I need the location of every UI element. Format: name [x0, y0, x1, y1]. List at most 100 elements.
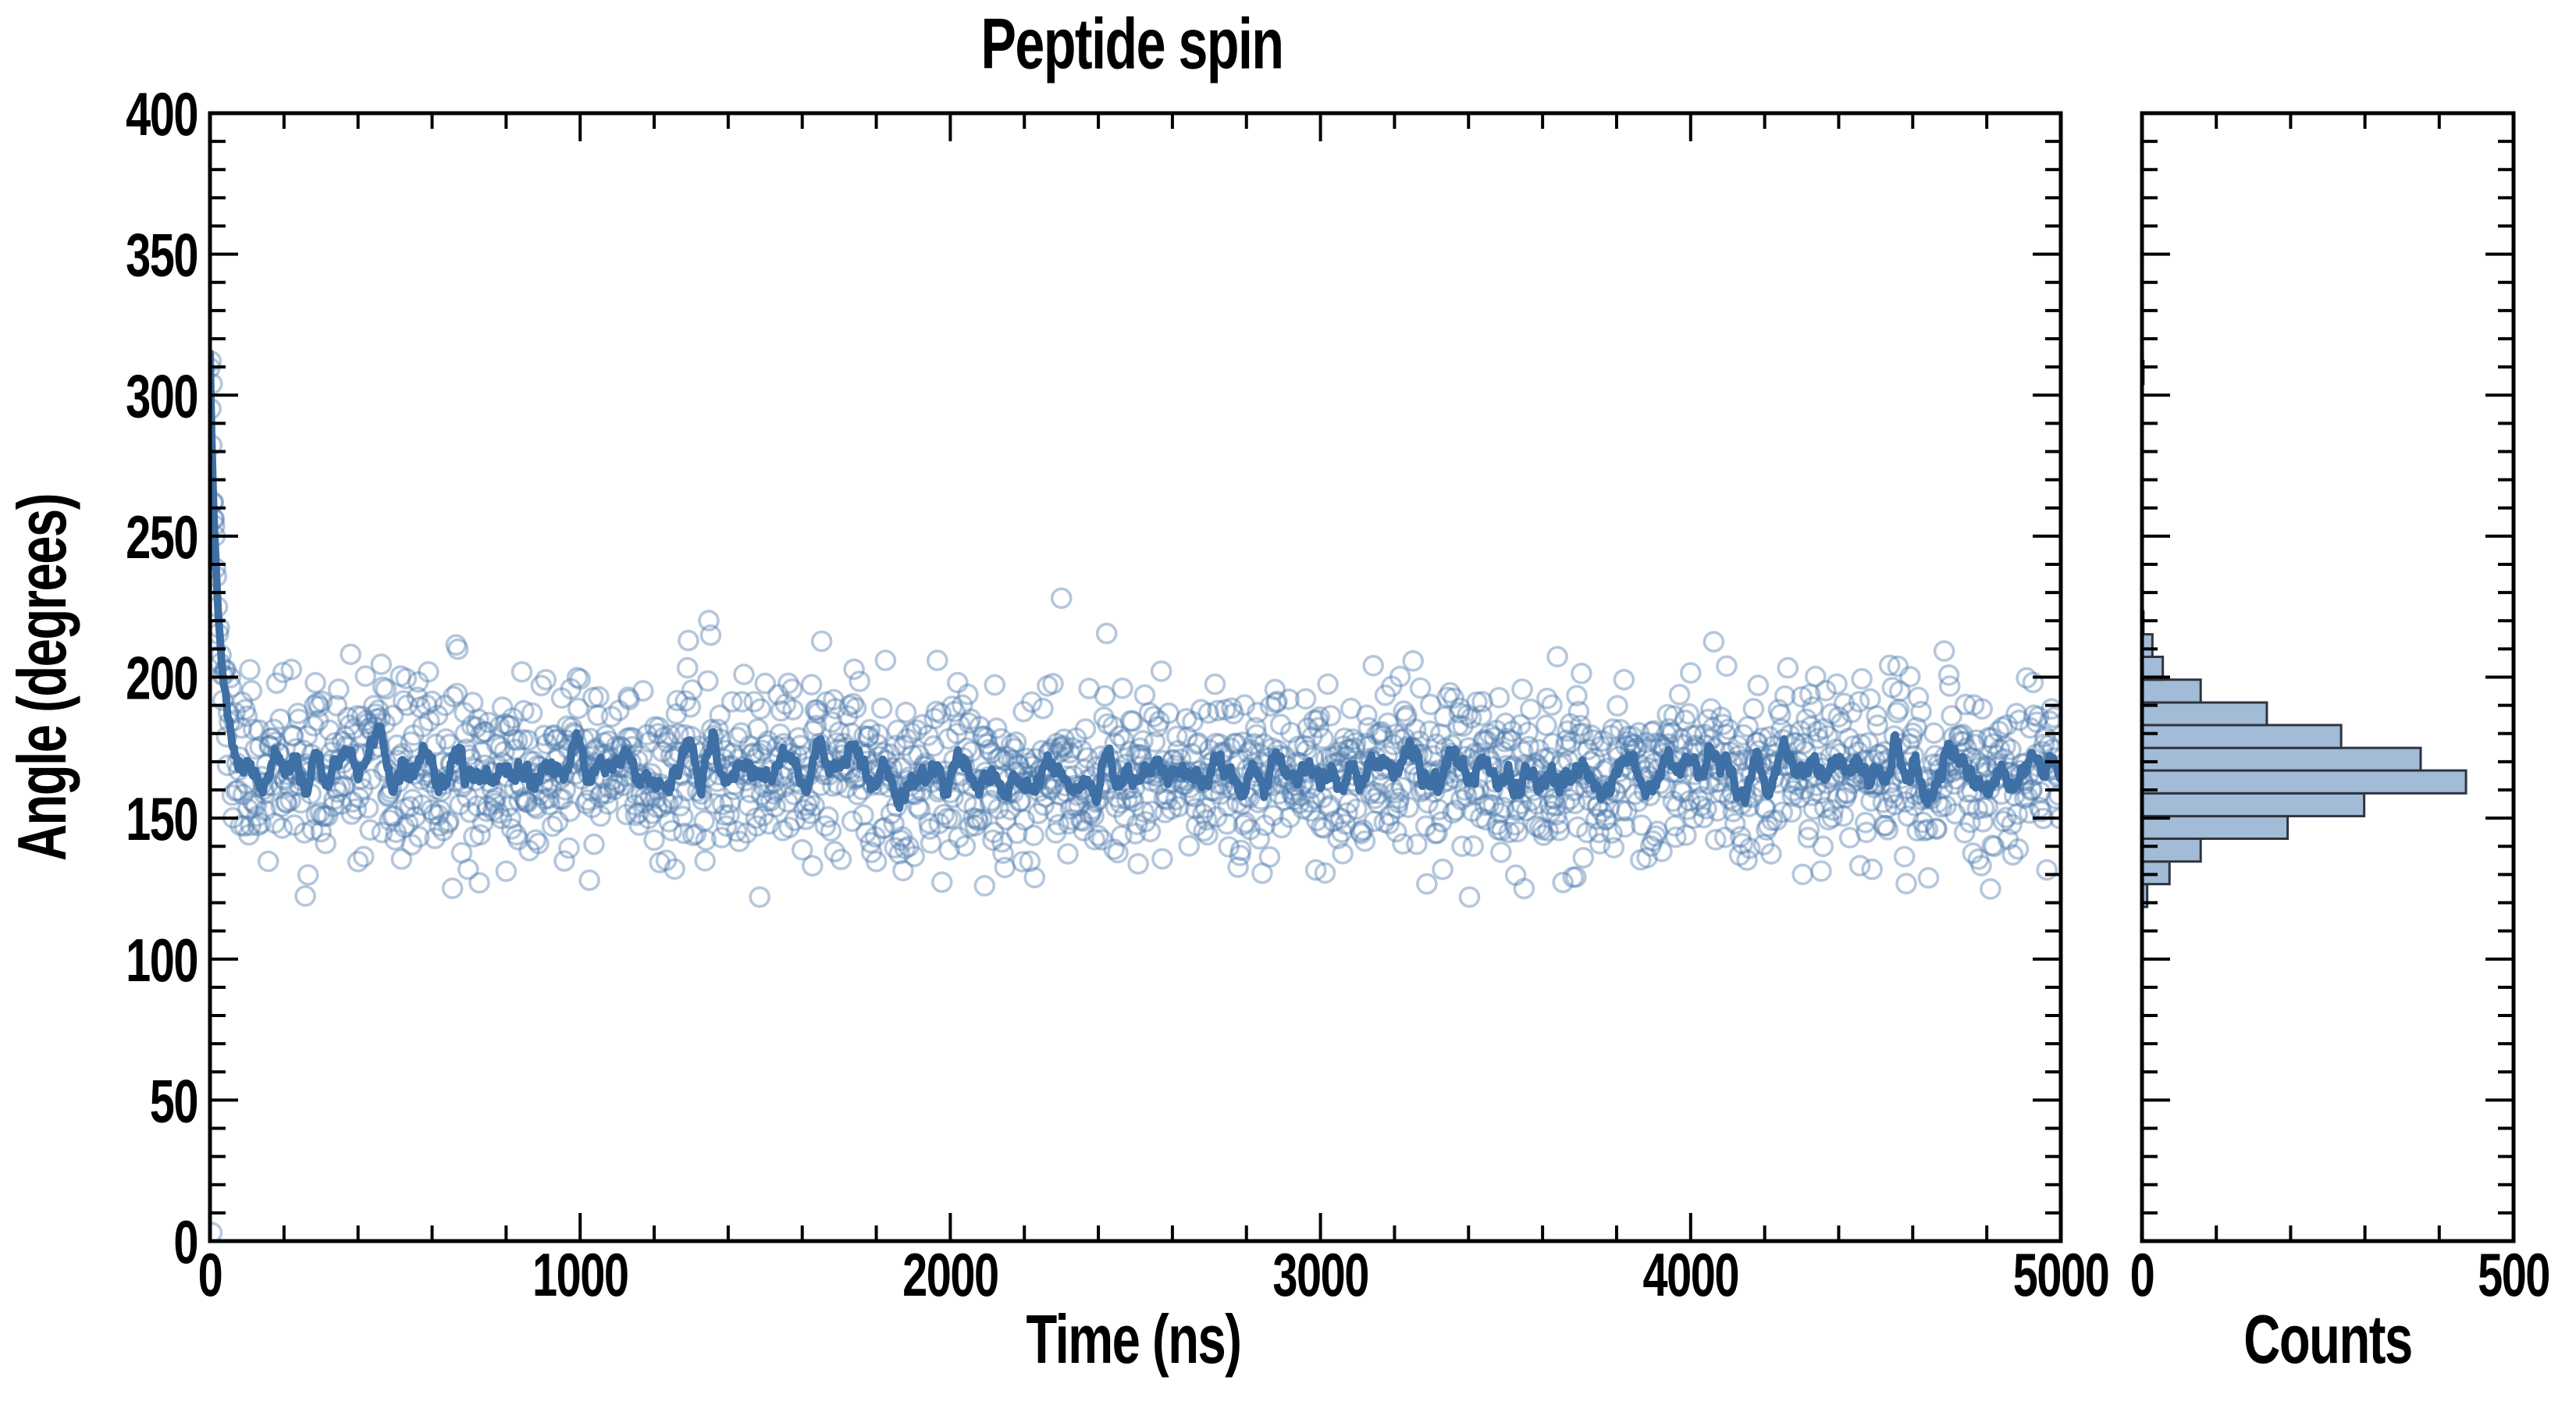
scatter-point — [1923, 722, 1945, 745]
scatter-point — [810, 630, 833, 653]
scatter-point — [919, 818, 941, 840]
scatter-point — [1507, 820, 1528, 843]
scatter-point — [827, 773, 849, 795]
scatter-point — [1113, 805, 1136, 827]
scatter-point — [769, 723, 792, 745]
scatter-point — [977, 733, 998, 756]
scatter-point — [1702, 717, 1724, 739]
scatter-point — [1031, 739, 1053, 762]
scatter-point — [305, 803, 328, 826]
scatter-point — [1076, 747, 1098, 769]
scatter-point — [530, 674, 553, 697]
scatter-point — [1396, 704, 1418, 727]
scatter-point — [1322, 810, 1344, 832]
scatter-point — [1125, 744, 1147, 767]
scatter-point — [551, 788, 574, 810]
scatter-point — [496, 795, 519, 817]
scatter-point — [1621, 725, 1643, 748]
scatter-point — [560, 678, 582, 700]
scatter-point — [1044, 801, 1066, 823]
scatter-point — [624, 804, 647, 827]
scatter-point — [1119, 710, 1142, 732]
histogram-bars — [2140, 337, 2467, 909]
scatter-point — [726, 727, 749, 749]
scatter-point — [941, 695, 963, 717]
scatter-point — [890, 756, 913, 779]
scatter-point — [330, 793, 353, 816]
scatter-point — [1122, 710, 1144, 732]
scatter-point — [1158, 702, 1179, 724]
scatter-point — [1354, 732, 1377, 755]
scatter-point — [1556, 729, 1578, 752]
scatter-point — [1662, 790, 1685, 813]
scatter-point — [517, 729, 539, 752]
scatter-point — [1112, 677, 1133, 699]
scatter-point — [348, 787, 370, 809]
scatter-point — [1150, 660, 1172, 682]
scatter-point — [275, 791, 297, 813]
scatter-point — [1009, 791, 1031, 813]
scatter-point — [646, 796, 668, 819]
scatter-point — [485, 786, 507, 809]
scatter-point — [1078, 678, 1100, 699]
scatter-point — [1560, 731, 1582, 753]
scatter-point — [1552, 871, 1574, 894]
scatter-point — [1262, 805, 1284, 827]
scatter-point — [771, 820, 794, 841]
scatter-point — [1433, 706, 1456, 728]
scatter-point — [528, 832, 550, 855]
hist-bar-183-191deg — [2140, 701, 2268, 727]
scatter-point — [546, 810, 569, 833]
scatter-point — [918, 812, 940, 834]
scatter-point — [1537, 820, 1559, 842]
scatter-point — [1102, 715, 1124, 738]
scatter-point — [984, 674, 1006, 696]
scatter-point — [525, 798, 548, 820]
scatter-point — [754, 672, 777, 695]
scatter-point — [963, 795, 985, 818]
scatter-point — [470, 723, 493, 745]
scatter-point — [776, 791, 799, 813]
scatter-point — [346, 705, 368, 727]
scatter-point — [991, 831, 1013, 853]
scatter-point — [681, 824, 704, 847]
scatter-point — [735, 822, 758, 844]
scatter-point — [1392, 833, 1414, 855]
scatter-point — [1364, 787, 1386, 809]
scatter-point — [1572, 847, 1595, 869]
scatter-point — [1271, 816, 1293, 839]
scatter-point — [1108, 725, 1131, 747]
scatter-point — [1015, 747, 1037, 770]
scatter-point — [1298, 791, 1321, 813]
scatter-point — [511, 660, 533, 683]
scatter-point — [1498, 821, 1521, 844]
scatter-point — [262, 718, 285, 741]
scatter-point — [435, 727, 457, 750]
scatter-point — [985, 717, 1008, 739]
scatter-point — [709, 704, 731, 727]
scatter-point — [484, 792, 506, 815]
scatter-point — [859, 718, 881, 741]
scatter-point — [873, 816, 895, 839]
scatter-point — [825, 732, 848, 754]
scatter-point — [1511, 678, 1533, 700]
main-y-tick-label-250: 250 — [126, 503, 197, 571]
scatter-point — [432, 820, 454, 841]
scatter-point — [1517, 735, 1540, 758]
scatter-point — [721, 742, 744, 765]
scatter-point — [1258, 846, 1281, 868]
scatter-point — [760, 790, 782, 812]
scatter-point — [489, 716, 511, 738]
scatter-point — [1249, 743, 1272, 766]
scatter-point — [1048, 813, 1069, 836]
scatter-point — [1666, 795, 1688, 817]
scatter-point — [411, 716, 434, 738]
scatter-point — [1381, 675, 1403, 698]
scatter-point — [438, 810, 460, 832]
scatter-point — [1516, 799, 1538, 822]
scatter-point — [1474, 794, 1496, 816]
scatter-point — [948, 826, 970, 848]
scatter-point — [774, 776, 796, 798]
scatter-point — [745, 815, 768, 837]
scatter-point — [666, 689, 688, 712]
